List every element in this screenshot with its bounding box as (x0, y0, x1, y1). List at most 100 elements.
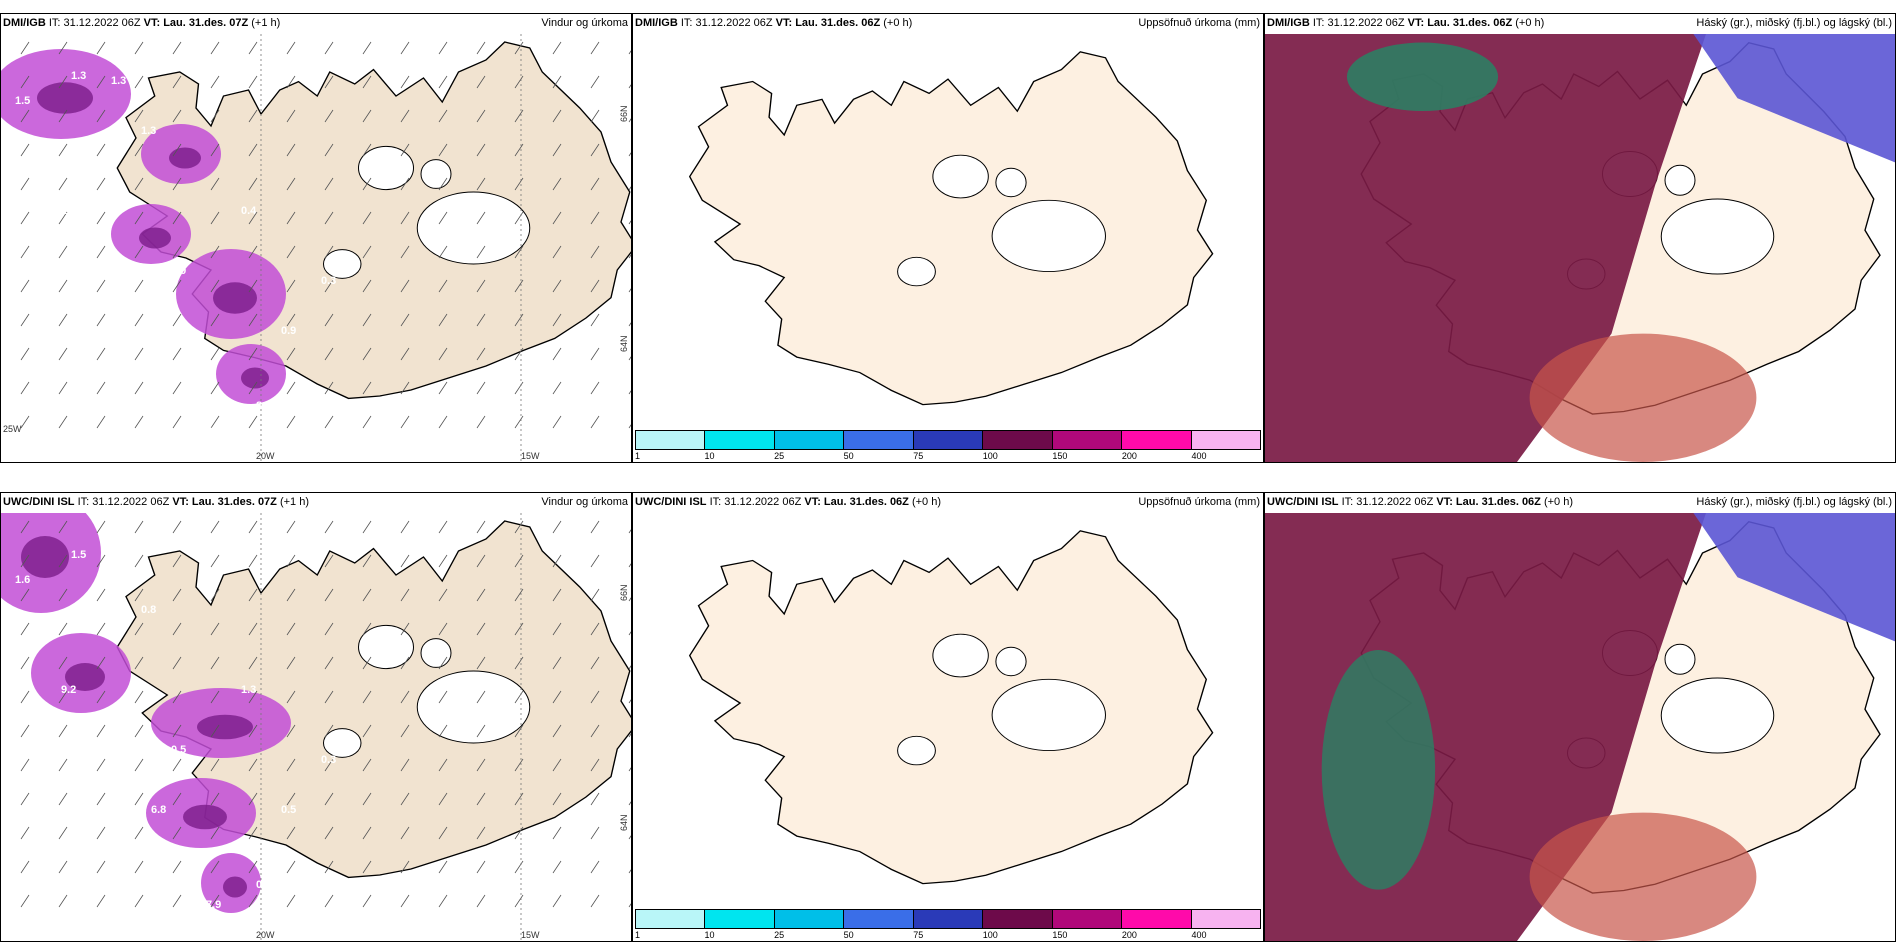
wind-barb (400, 622, 410, 636)
wind-barb (20, 415, 30, 429)
wind-barb (172, 758, 182, 772)
colorbar-ticks: 1 10 25 50 75 100 150 200 400 (635, 930, 1261, 941)
wind-barb (438, 347, 448, 361)
wind-barb (400, 860, 410, 874)
wind-barb (172, 588, 182, 602)
wind-barb (476, 41, 486, 55)
valid-time: VT: Lau. 31.des. 06Z (1407, 17, 1513, 29)
wind-barb (210, 520, 220, 534)
wind-barb (590, 143, 600, 157)
glacier (323, 728, 362, 758)
wind-barb (210, 894, 220, 908)
wind-barb (58, 724, 68, 738)
precip-value-label: 1.3 (71, 70, 86, 82)
precip-map (633, 34, 1263, 426)
panel-title: Uppsöfnuð úrkoma (mm) (1138, 496, 1260, 508)
wind-barb (248, 792, 258, 806)
wind-barb (438, 109, 448, 123)
wind-barb (476, 143, 486, 157)
wind-barb (20, 41, 30, 55)
wind-barb (58, 622, 68, 636)
wind-barb (514, 860, 524, 874)
wind-barb (58, 313, 68, 327)
glacier (1660, 198, 1775, 275)
precip-value-label: 9.2 (61, 684, 76, 696)
wind-barb (58, 690, 68, 704)
wind-barb (514, 690, 524, 704)
wind-barb (286, 588, 296, 602)
wind-barb (590, 894, 600, 908)
wind-barb (552, 758, 562, 772)
wind-barb (400, 415, 410, 429)
wind-barb (210, 690, 220, 704)
precip-core (21, 536, 69, 578)
wind-barb (58, 792, 68, 806)
wind-barb (438, 381, 448, 395)
wind-barb (134, 826, 144, 840)
wind-barb (248, 177, 258, 191)
wind-barb (58, 894, 68, 908)
wind-barb (400, 554, 410, 568)
panel-wind-uwc: UWC/DINI ISL IT: 31.12.2022 06Z VT: Lau.… (0, 492, 632, 942)
wind-barb (286, 279, 296, 293)
wind-barb (134, 792, 144, 806)
wind-barb (590, 279, 600, 293)
wind-barb (20, 860, 30, 874)
wind-barb (172, 245, 182, 259)
wind-barb (362, 758, 372, 772)
wind-barb (476, 109, 486, 123)
model-name: DMI/IGB (3, 17, 46, 29)
lead-time: (+1 h) (279, 496, 310, 508)
wind-barb (476, 520, 486, 534)
colorbar-swatch (983, 910, 1053, 928)
wind-barb (96, 75, 106, 89)
wind-barb (552, 415, 562, 429)
wind-barb (362, 656, 372, 670)
wind-barb (96, 347, 106, 361)
wind-barb (514, 279, 524, 293)
panel-title: Háský (gr.), miðský (fj.bl.) og lágský (… (1696, 496, 1892, 508)
wind-barb (172, 381, 182, 395)
wind-barb (628, 50, 631, 55)
wind-barb (324, 860, 334, 874)
wind-barb (552, 690, 562, 704)
wind-barb (248, 690, 258, 704)
colorbar-swatch (1191, 431, 1260, 449)
wind-barb (514, 347, 524, 361)
wind-barb (514, 109, 524, 123)
wind-barb (134, 177, 144, 191)
wind-barb (58, 177, 68, 191)
init-time: IT: 31.12.2022 06Z (709, 496, 802, 508)
wind-barb (248, 279, 258, 293)
glacier (1664, 643, 1696, 675)
wind-barb (96, 313, 106, 327)
wind-barb (628, 563, 631, 568)
wind-barb (96, 690, 106, 704)
colorbar-swatch (1122, 431, 1192, 449)
panel-title: Háský (gr.), miðský (fj.bl.) og lágský (… (1696, 17, 1892, 29)
wind-barb (362, 313, 372, 327)
wind-barb (590, 41, 600, 55)
wind-barb (400, 588, 410, 602)
wind-barb (20, 520, 30, 534)
wind-barb (172, 211, 182, 225)
wind-barb (476, 313, 486, 327)
wind-barb (514, 381, 524, 395)
wind-barb (134, 860, 144, 874)
wind-barb (134, 313, 144, 327)
wind-barb (590, 313, 600, 327)
precip-core (65, 663, 105, 691)
wind-barb (172, 894, 182, 908)
wind-barb (134, 554, 144, 568)
precip-value-label: 1.3 (141, 125, 156, 137)
wind-barb (286, 724, 296, 738)
wind-barb (286, 860, 296, 874)
wind-barb (514, 588, 524, 602)
glacier (932, 154, 989, 199)
wind-barb (20, 75, 30, 89)
wind-barb (476, 826, 486, 840)
wind-barb (286, 177, 296, 191)
wind-barb (20, 211, 30, 225)
wind-barb (324, 347, 334, 361)
wind-barb (438, 792, 448, 806)
